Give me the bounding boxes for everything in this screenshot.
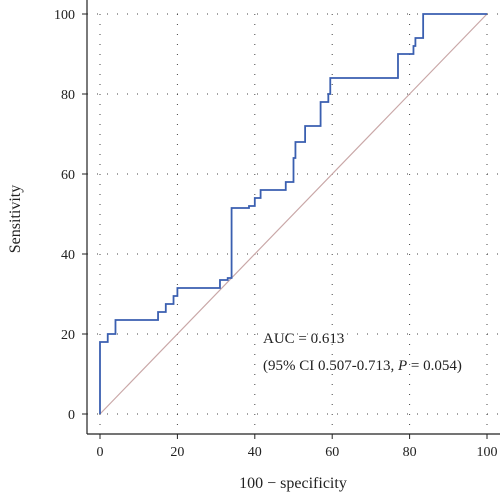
p-symbol: P (397, 358, 407, 374)
x-axis-label: 100 − specificity (239, 475, 347, 492)
ci-annotation-suffix: = 0.054) (407, 358, 462, 374)
x-tick-label: 20 (170, 445, 184, 460)
x-tick-label: 0 (97, 445, 104, 460)
ci-annotation: (95% CI 0.507-0.713, P = 0.054) (263, 358, 462, 374)
y-tick-label: 40 (61, 248, 75, 263)
x-tick-label: 80 (403, 445, 417, 460)
x-tick-label: 40 (248, 445, 262, 460)
y-tick-label: 0 (68, 408, 75, 423)
tick-labels: 0 20 40 60 80 100 0 20 40 60 80 100 (54, 8, 498, 460)
roc-curve-line (99, 13, 487, 414)
chart-series (99, 13, 488, 415)
y-tick-label: 80 (61, 88, 75, 103)
x-tick-label: 60 (325, 445, 339, 460)
y-tick-label: 60 (61, 168, 75, 183)
y-axis-label: Sensitivity (7, 185, 24, 253)
y-tick-label: 100 (54, 8, 75, 23)
reference-diagonal-line (99, 13, 488, 415)
y-tick-label: 20 (61, 328, 75, 343)
ci-annotation-prefix: (95% CI 0.507-0.713, (263, 358, 398, 374)
auc-annotation: AUC = 0.613 (263, 331, 344, 347)
axes-frame (86, 0, 500, 435)
x-tick-label: 100 (477, 445, 498, 460)
